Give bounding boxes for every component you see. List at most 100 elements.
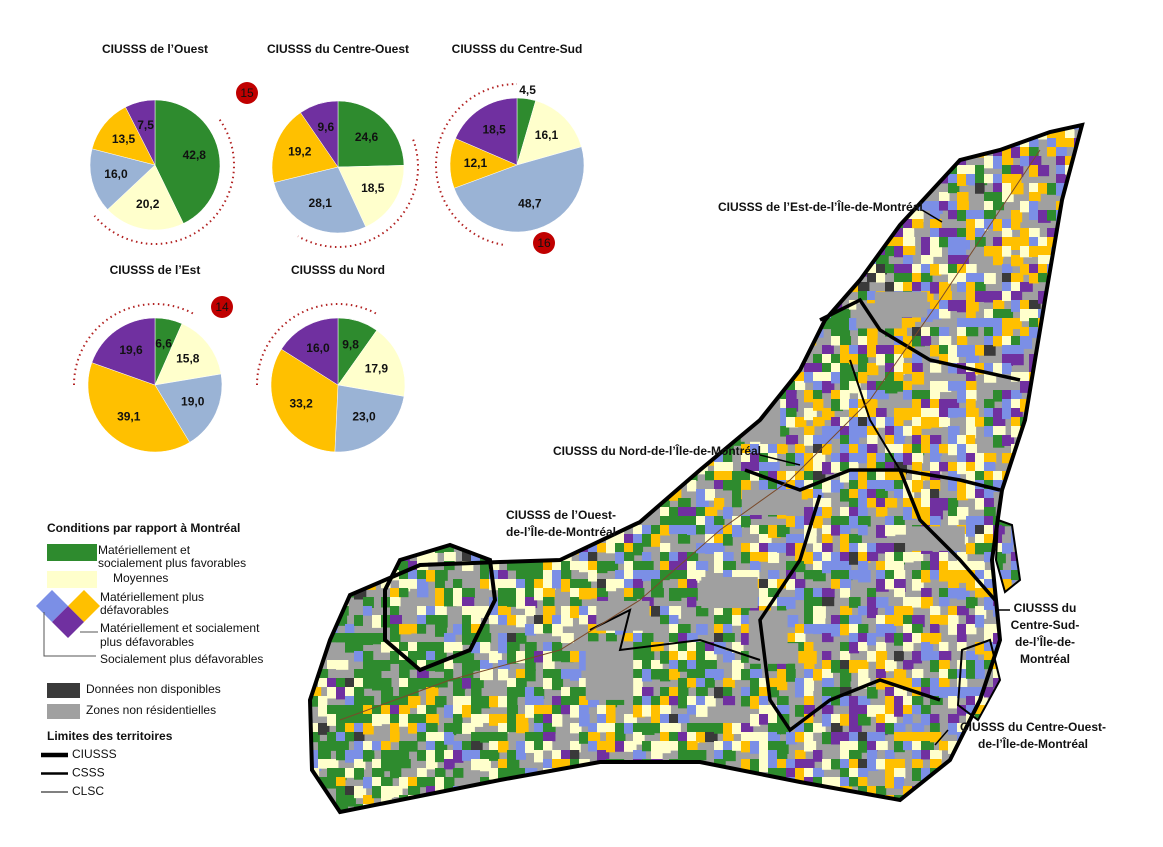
map-patch xyxy=(561,255,573,267)
map-patch xyxy=(310,471,321,484)
non-residential xyxy=(585,226,632,264)
legend-label: Matériellement et xyxy=(98,543,191,557)
map-patch xyxy=(570,372,582,383)
map-patch xyxy=(903,615,914,627)
map-patch xyxy=(525,255,538,265)
map-patch xyxy=(768,291,779,304)
map-patch xyxy=(318,795,328,807)
map-patch xyxy=(957,642,967,652)
map-patch xyxy=(858,336,870,348)
map-patch xyxy=(300,696,309,706)
map-patch xyxy=(885,156,898,169)
map-patch xyxy=(912,759,923,770)
map-patch xyxy=(957,408,969,418)
map-patch xyxy=(822,552,833,564)
map-patch xyxy=(939,552,949,564)
map-patch xyxy=(1065,489,1078,501)
map-patch xyxy=(354,471,365,483)
map-patch xyxy=(471,750,482,760)
map-patch xyxy=(345,552,356,562)
map-patch xyxy=(444,732,454,745)
map-patch xyxy=(525,588,535,601)
map-patch xyxy=(372,669,382,679)
map-patch xyxy=(426,309,437,322)
map-patch xyxy=(804,732,814,742)
map-patch xyxy=(354,759,366,770)
map-patch xyxy=(903,156,916,166)
map-patch xyxy=(1047,345,1057,356)
map-patch xyxy=(390,525,403,537)
map-patch xyxy=(669,687,679,699)
map-patch xyxy=(1011,498,1021,508)
map-patch xyxy=(1047,399,1057,411)
map-patch xyxy=(381,705,391,716)
map-patch xyxy=(930,804,941,812)
map-patch xyxy=(948,237,959,249)
slice-label: 20,2 xyxy=(136,197,160,211)
map-patch xyxy=(453,813,465,824)
map-patch xyxy=(885,633,897,643)
map-patch xyxy=(327,534,339,546)
map-patch xyxy=(1020,786,1032,799)
map-patch xyxy=(570,273,583,283)
map-patch xyxy=(579,615,592,625)
map-patch xyxy=(1056,318,1068,330)
map-patch xyxy=(1020,804,1030,812)
map-patch xyxy=(310,462,322,473)
map-patch xyxy=(795,759,807,772)
map-patch xyxy=(552,795,562,805)
map-patch xyxy=(381,462,391,473)
map-patch xyxy=(687,480,697,492)
map-patch xyxy=(696,228,709,241)
map-patch xyxy=(597,417,609,429)
slice-label: 16,0 xyxy=(306,341,330,355)
map-patch xyxy=(867,687,878,699)
map-patch xyxy=(948,381,958,391)
map-patch xyxy=(732,795,742,807)
map-patch xyxy=(822,174,833,184)
map-patch xyxy=(1074,390,1082,400)
map-patch xyxy=(858,741,869,753)
map-patch xyxy=(606,534,618,545)
map-patch xyxy=(786,768,796,781)
map-patch xyxy=(345,678,355,690)
map-patch xyxy=(714,768,726,779)
map-patch xyxy=(579,813,590,826)
map-patch xyxy=(858,399,869,412)
map-patch xyxy=(840,777,852,787)
map-patch xyxy=(633,255,643,265)
map-patch xyxy=(804,687,814,699)
map-patch xyxy=(1083,444,1094,455)
map-patch xyxy=(1074,399,1082,412)
map-patch xyxy=(822,354,835,366)
map-patch xyxy=(912,471,925,481)
map-patch xyxy=(795,138,807,149)
map-patch xyxy=(759,786,769,799)
map-patch xyxy=(741,125,754,133)
map-patch xyxy=(894,345,907,355)
map-patch xyxy=(426,705,437,716)
map-patch xyxy=(606,129,617,139)
map-patch xyxy=(624,219,635,232)
map-patch xyxy=(426,183,436,196)
map-patch xyxy=(723,309,736,320)
map-patch xyxy=(759,183,771,195)
map-patch xyxy=(696,651,708,661)
map-patch xyxy=(966,615,976,628)
map-patch xyxy=(534,318,546,328)
map-patch xyxy=(1038,588,1048,601)
map-patch xyxy=(795,381,806,391)
map-patch xyxy=(426,282,436,295)
map-patch xyxy=(669,264,679,275)
map-patch xyxy=(471,759,481,771)
map-patch xyxy=(831,714,841,727)
map-patch xyxy=(912,750,922,760)
map-patch xyxy=(1056,444,1066,455)
map-patch xyxy=(939,813,950,825)
map-patch xyxy=(310,786,313,798)
map-patch xyxy=(1020,669,1031,680)
map-patch xyxy=(543,642,554,654)
map-patch xyxy=(651,372,662,382)
map-patch xyxy=(831,687,843,697)
map-patch xyxy=(435,795,445,805)
